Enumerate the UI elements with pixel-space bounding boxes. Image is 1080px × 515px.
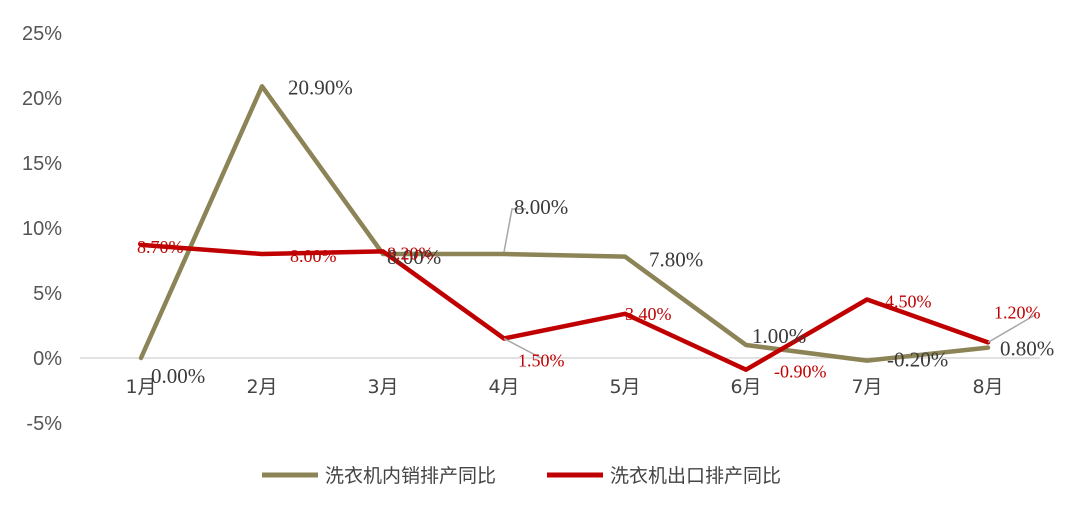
y-tick-label: 15% xyxy=(22,153,62,175)
y-tick-label: 25% xyxy=(22,23,62,45)
export-series-line xyxy=(138,242,991,372)
domestic-data-label: 7.80% xyxy=(649,248,703,272)
legend: 洗衣机内销排产同比 洗衣机出口排产同比 xyxy=(262,465,781,487)
domestic-data-label: -0.20% xyxy=(887,348,948,372)
x-tick-label: 2月 xyxy=(246,376,277,398)
export-data-label: 8.00% xyxy=(290,246,337,266)
domestic-data-label: 8.00% xyxy=(387,245,441,269)
leader-line xyxy=(987,313,1037,344)
y-tick-label: 20% xyxy=(22,88,62,110)
domestic-data-label: 0.00% xyxy=(151,364,205,388)
y-tick-label: 5% xyxy=(33,283,62,305)
legend-label-export: 洗衣机出口排产同比 xyxy=(610,465,781,487)
legend-label-domestic: 洗衣机内销排产同比 xyxy=(325,465,496,487)
y-tick-label: 10% xyxy=(22,218,62,240)
export-data-label: 1.50% xyxy=(518,351,565,371)
export-data-label: 8.20% xyxy=(387,243,434,263)
export-data-label: 4.50% xyxy=(885,292,932,312)
data-labels: 0.00% 20.90% 8.00% 8.00% 7.80% 1.00% -0.20% 0.8… xyxy=(137,75,1054,388)
x-tick-label: 7月 xyxy=(851,376,882,398)
x-tick-label: 8月 xyxy=(972,376,1003,398)
export-data-label: 8.70% xyxy=(137,237,184,257)
x-tick-label: 3月 xyxy=(367,376,398,398)
domestic-data-label: 1.00% xyxy=(752,324,806,348)
x-axis: 1月 2月 3月 4月 5月 6月 7月 8月 xyxy=(125,376,1003,398)
domestic-data-label: 8.00% xyxy=(514,195,568,219)
x-tick-label: 4月 xyxy=(488,376,519,398)
export-data-label: 1.20% xyxy=(994,302,1041,322)
leader-line xyxy=(503,337,543,360)
x-tick-label: 1月 xyxy=(125,376,156,398)
y-tick-label: -5% xyxy=(26,413,62,435)
domestic-data-label: 0.80% xyxy=(1000,337,1054,361)
export-data-label: -0.90% xyxy=(774,362,827,382)
x-tick-label: 5月 xyxy=(609,376,640,398)
x-tick-label: 6月 xyxy=(730,376,761,398)
domestic-series-line xyxy=(138,84,991,363)
y-axis: 25% 20% 15% 10% 5% 0% -5% xyxy=(22,23,62,435)
domestic-data-label: 20.90% xyxy=(288,75,353,99)
y-tick-label: 0% xyxy=(33,348,62,370)
series-lines xyxy=(138,84,991,372)
export-data-label: 3.40% xyxy=(625,304,672,324)
leader-line xyxy=(503,208,526,253)
leader-lines xyxy=(503,208,1037,360)
